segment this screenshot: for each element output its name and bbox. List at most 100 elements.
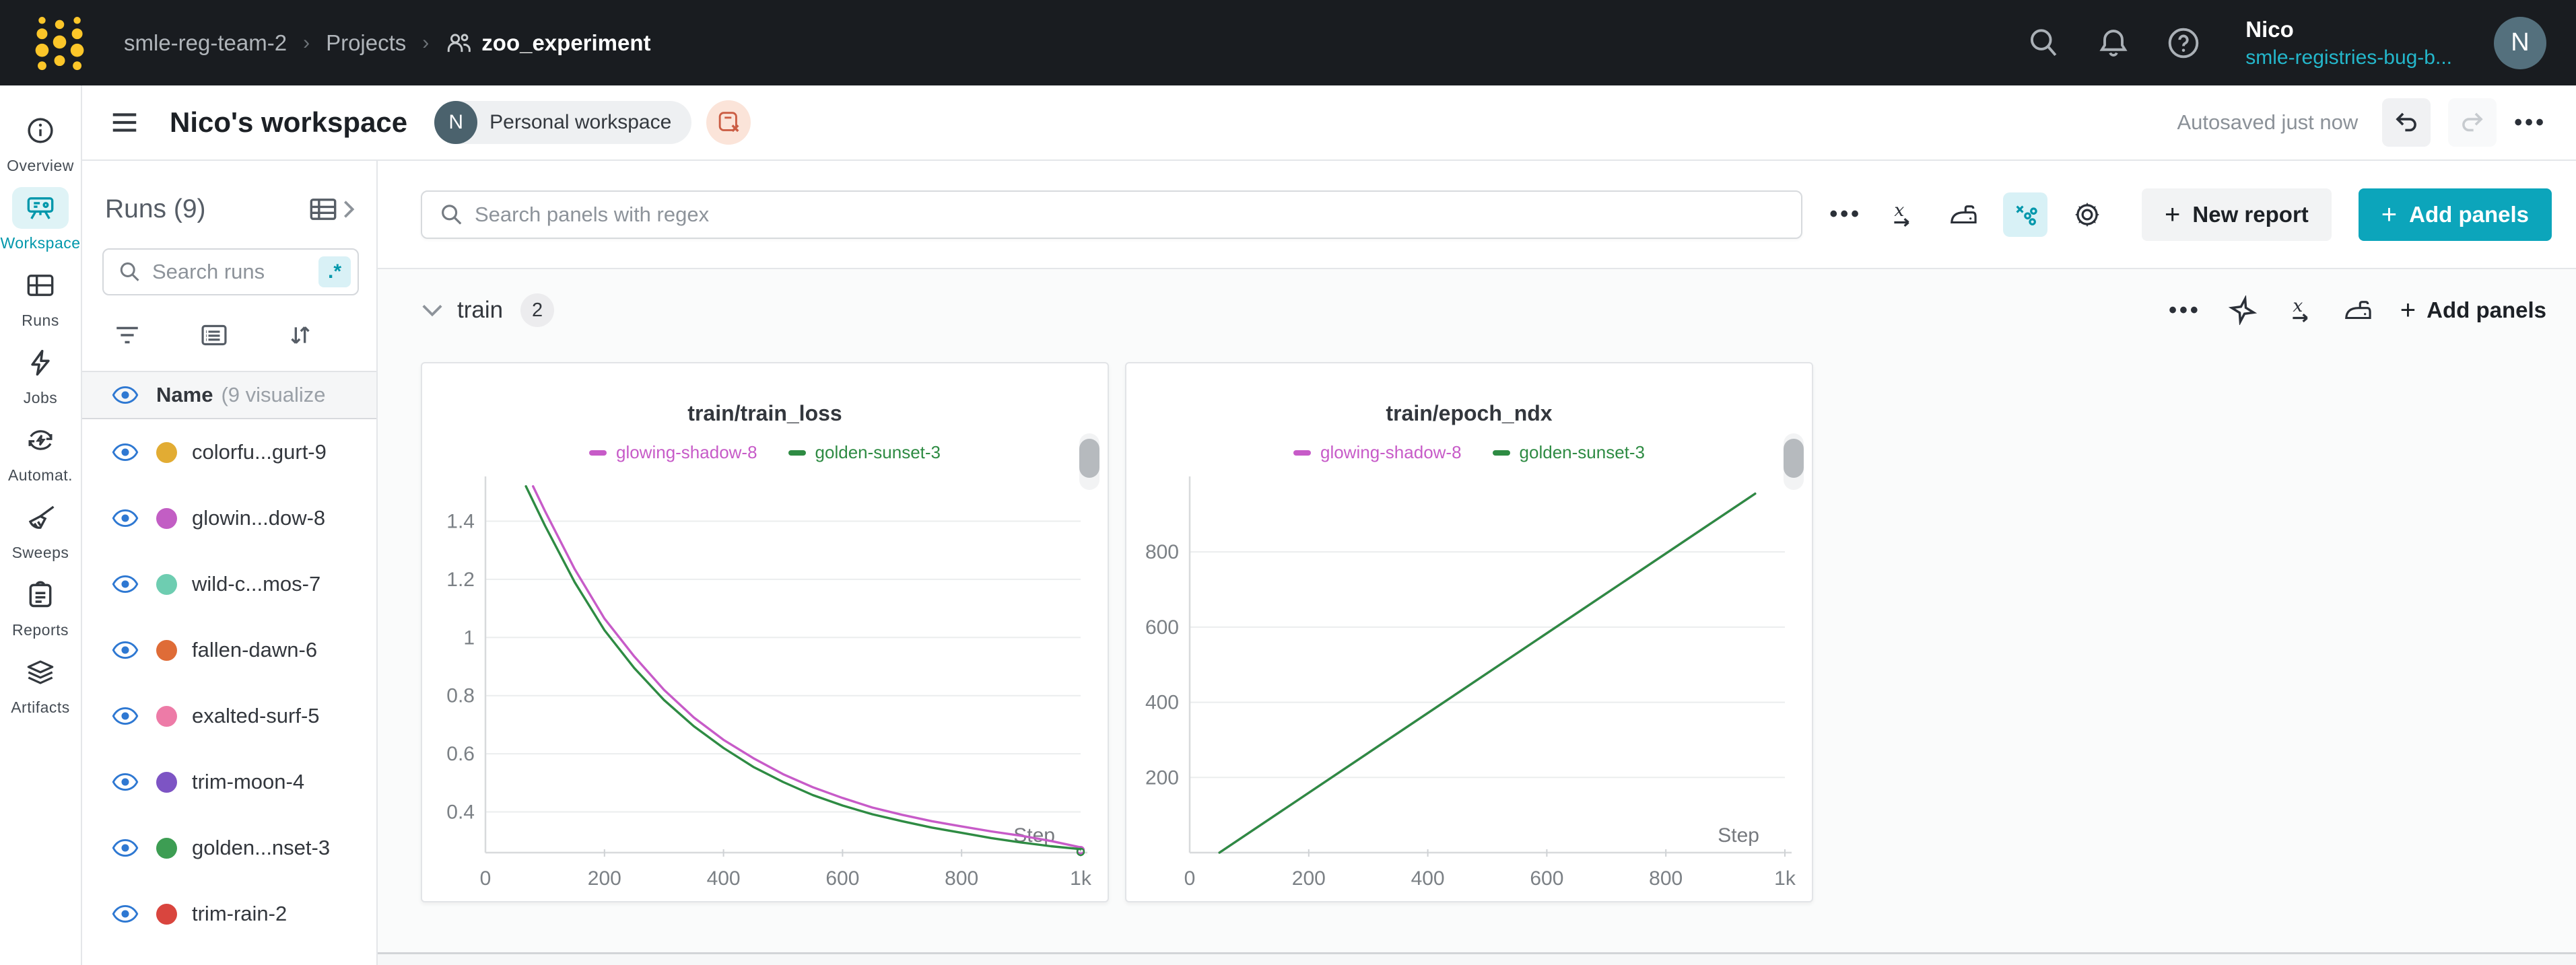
legend-item[interactable]: glowing-shadow-8: [1293, 442, 1462, 463]
section-add-panels-button[interactable]: + Add panels: [2400, 295, 2546, 325]
bell-icon[interactable]: [2096, 26, 2131, 61]
breadcrumb: smle-reg-team-2 › Projects › zoo_experim…: [124, 30, 651, 56]
scrollbar-thumb[interactable]: [1079, 439, 1099, 478]
team-icon: [448, 33, 471, 52]
run-name[interactable]: golden...nset-3: [192, 836, 331, 859]
scrollbar-thumb[interactable]: [1784, 439, 1804, 478]
chart-plot[interactable]: 200 400 600 800 0 200 400 600 800 1k Step: [1128, 472, 1810, 910]
sidebar-item-overview[interactable]: Overview: [1, 110, 80, 175]
sidebar-item-workspace[interactable]: Workspace: [0, 187, 80, 252]
run-name[interactable]: trim-moon-4: [192, 770, 305, 793]
run-name[interactable]: trim-rain-2: [192, 902, 287, 925]
add-panels-button[interactable]: + Add panels: [2358, 188, 2552, 241]
workspace-type-badge[interactable]: N Personal workspace: [434, 101, 692, 144]
discard-draft-icon[interactable]: [706, 100, 751, 145]
panel-scrollbar[interactable]: [1784, 433, 1804, 490]
section-more-button[interactable]: •••: [2169, 297, 2201, 323]
magic-sparkle-icon[interactable]: [2228, 295, 2258, 325]
x-tick-label: 800: [945, 867, 978, 890]
sort-icon[interactable]: [287, 322, 314, 348]
run-row[interactable]: trim-rain-2: [82, 881, 376, 947]
run-name[interactable]: fallen-dawn-6: [192, 638, 318, 662]
columns-settings-icon[interactable]: [199, 322, 229, 348]
search-runs-input[interactable]: Search runs .*: [102, 248, 359, 295]
smoothing-icon[interactable]: [2342, 295, 2373, 326]
runs-list-header[interactable]: Name (9 visualize: [82, 371, 376, 419]
legend-label: glowing-shadow-8: [1320, 442, 1462, 462]
runs-table-toggle-icon[interactable]: [308, 196, 339, 223]
sidebar-item-artifacts[interactable]: Artifacts: [1, 651, 80, 717]
user-org-link[interactable]: smle-registries-bug-b...: [2245, 46, 2452, 69]
run-row[interactable]: colorfu...gurt-9: [82, 419, 376, 485]
redo-button[interactable]: [2448, 98, 2497, 147]
breadcrumb-project[interactable]: zoo_experiment: [445, 30, 651, 56]
run-name[interactable]: glowin...dow-8: [192, 506, 326, 530]
run-row[interactable]: trim-moon-4: [82, 749, 376, 815]
run-row[interactable]: golden...nset-3: [82, 815, 376, 881]
x-tick-label: 0: [1184, 867, 1196, 890]
run-visibility-icon[interactable]: [112, 707, 139, 725]
search-icon[interactable]: [2026, 26, 2061, 61]
x-axis-settings-icon[interactable]: x: [2284, 295, 2315, 326]
section-title[interactable]: train: [457, 297, 504, 323]
panel-card-train-epoch-ndx[interactable]: train/epoch_ndx glowing-shadow-8 golden-su…: [1125, 362, 1813, 902]
run-name[interactable]: wild-c...mos-7: [192, 572, 321, 596]
run-visibility-icon[interactable]: [112, 641, 139, 659]
sidebar-item-jobs[interactable]: Jobs: [1, 342, 80, 407]
run-visibility-icon[interactable]: [112, 838, 139, 857]
wandb-logo[interactable]: [30, 12, 88, 74]
regex-toggle[interactable]: .*: [318, 256, 351, 287]
sampling-mode-icon[interactable]: [2003, 192, 2048, 237]
run-visibility-icon[interactable]: [112, 509, 139, 528]
undo-button[interactable]: [2382, 98, 2431, 147]
breadcrumb-projects[interactable]: Projects: [326, 30, 407, 55]
run-row[interactable]: exalted-surf-5: [82, 683, 376, 749]
chevron-right-icon[interactable]: [340, 198, 358, 221]
panel-scrollbar[interactable]: [1079, 433, 1099, 490]
run-color-dot: [156, 573, 177, 595]
panel-card-train-train-loss[interactable]: train/train_loss glowing-shadow-8 golden-s…: [421, 362, 1109, 902]
settings-gear-icon[interactable]: [2065, 192, 2109, 237]
menu-icon[interactable]: [109, 109, 140, 136]
x-axis-label: Step: [1718, 824, 1759, 847]
smoothing-icon[interactable]: [1941, 192, 1986, 237]
sidebar-item-reports[interactable]: Reports: [1, 574, 80, 639]
sidebar-item-automat[interactable]: Automat.: [1, 419, 80, 485]
user-menu[interactable]: Nico smle-registries-bug-b...: [2245, 17, 2452, 69]
y-tick-label: 0.6: [446, 743, 475, 765]
filter-icon[interactable]: [113, 323, 141, 347]
legend-item[interactable]: golden-sunset-3: [1492, 442, 1645, 463]
chart-legend: glowing-shadow-8 golden-sunset-3: [422, 442, 1108, 463]
workspace-more-button[interactable]: •••: [2514, 109, 2546, 135]
help-icon[interactable]: [2166, 26, 2201, 61]
x-axis-settings-icon[interactable]: x: [1879, 192, 1924, 237]
sidebar-item-runs[interactable]: Runs: [1, 264, 80, 330]
run-name[interactable]: colorfu...gurt-9: [192, 440, 327, 464]
run-row[interactable]: fallen-dawn-6: [82, 617, 376, 683]
panels-more-button[interactable]: •••: [1829, 201, 1862, 227]
search-panels-input[interactable]: Search panels with regex: [421, 190, 1803, 239]
sidebar-item-sweeps[interactable]: Sweeps: [1, 497, 80, 562]
visibility-all-icon[interactable]: [112, 386, 139, 404]
run-row[interactable]: glowin...dow-8: [82, 485, 376, 551]
run-visibility-icon[interactable]: [112, 575, 139, 594]
legend-item[interactable]: glowing-shadow-8: [588, 442, 757, 463]
run-name[interactable]: exalted-surf-5: [192, 704, 320, 727]
run-row[interactable]: wild-c...mos-7: [82, 551, 376, 617]
collapse-section-icon[interactable]: [421, 303, 444, 318]
legend-swatch: [1492, 450, 1510, 456]
sidebar-item-label: Automat.: [7, 466, 73, 484]
run-visibility-icon[interactable]: [112, 773, 139, 791]
plus-icon: +: [2400, 295, 2416, 325]
x-tick-label: 0: [480, 867, 492, 890]
breadcrumb-team[interactable]: smle-reg-team-2: [124, 30, 287, 55]
new-report-button[interactable]: + New report: [2142, 188, 2332, 241]
run-visibility-icon[interactable]: [112, 443, 139, 462]
run-visibility-icon[interactable]: [112, 904, 139, 923]
broom-icon: [12, 497, 69, 538]
avatar[interactable]: N: [2494, 16, 2546, 69]
workspace-icon: [12, 187, 69, 229]
runs-column-suffix: (9 visualize: [221, 383, 326, 406]
legend-item[interactable]: golden-sunset-3: [788, 442, 941, 463]
